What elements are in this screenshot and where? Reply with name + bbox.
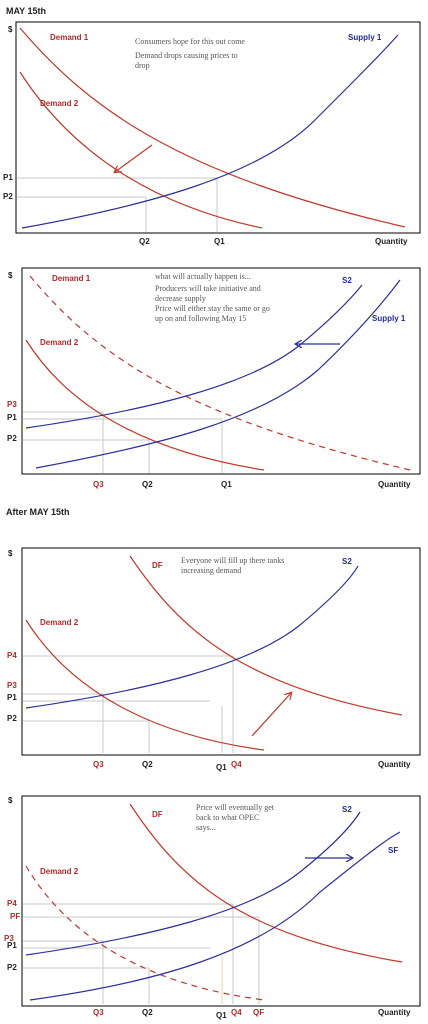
df-label: DF [152, 810, 163, 819]
qty-label-q2: Q2 [142, 760, 153, 769]
qty-label-q1: Q1 [216, 1011, 227, 1020]
price-label-p3: P3 [7, 681, 17, 690]
panel-4-note-line-3: says... [196, 823, 216, 832]
qty-label-q1: Q1 [221, 480, 232, 489]
demand-1-curve-dashed [29, 275, 411, 471]
price-label-p3: P3 [7, 400, 17, 409]
price-label-p1: P1 [7, 413, 17, 422]
demand-2-label: Demand 2 [40, 338, 79, 347]
panel-3-note-line-1: Everyone will fill up there tanks [181, 556, 284, 565]
price-label-p2: P2 [7, 434, 17, 443]
qty-label-q1: Q1 [214, 237, 225, 246]
dollar-label: $ [8, 549, 13, 558]
qty-label-q1: Q1 [216, 763, 227, 772]
supply-1-label: Supply 1 [348, 33, 382, 42]
s2-curve [25, 811, 361, 956]
panel-2: $ Demand 1 Demand 2 S2 Supply 1 what wil… [7, 267, 421, 489]
demand-1-curve [19, 27, 406, 228]
panel-3: $ DF Demand 2 S2 Everyone will fill up t… [7, 547, 421, 772]
qty-label-qf: QF [253, 1008, 264, 1017]
panel-4-note-line-1: Price will eventually get [196, 803, 275, 812]
panel-2-frame [21, 267, 421, 475]
s2-curve [25, 284, 363, 429]
heading-may-15: MAY 15th [6, 6, 46, 16]
demand-2-curve [25, 619, 265, 751]
qty-label-q3: Q3 [93, 480, 104, 489]
df-curve [129, 803, 403, 963]
qty-label-q2: Q2 [142, 1008, 153, 1017]
s2-label: S2 [342, 276, 352, 285]
price-label-p4: P4 [7, 899, 17, 908]
demand-2-curve [19, 71, 263, 229]
demand-1-label: Demand 1 [52, 274, 91, 283]
panel-2-note-line-3: decrease supply [155, 294, 206, 303]
price-label-p2: P2 [3, 192, 13, 201]
panel-2-note-line-4: Price will either stay the same or go [155, 304, 270, 313]
price-label-p1: P1 [7, 693, 17, 702]
supply-1-curve [35, 279, 401, 469]
sf-label: SF [388, 846, 398, 855]
panel-2-note-line-2: Producers will take initiative and [155, 284, 261, 293]
x-axis-label: Quantity [378, 1008, 411, 1017]
panel-1-note-line-2: Demand drops causing prices to [135, 51, 238, 60]
price-label-p1: P1 [7, 941, 17, 950]
s2-curve [25, 565, 359, 709]
dollar-label: $ [8, 25, 13, 34]
panel-2-note-line-1: what will actually happen is... [155, 272, 251, 281]
panel-3-note-line-2: increasing demand [181, 566, 241, 575]
demand-2-label: Demand 2 [40, 867, 79, 876]
panel-3-frame [21, 547, 421, 756]
s2-label: S2 [342, 805, 352, 814]
panel-1-frame [15, 21, 421, 234]
dollar-label: $ [8, 271, 13, 280]
panel-1-note-line-3: drop [135, 61, 150, 70]
demand-2-curve [25, 339, 265, 471]
panel-4-note-line-2: back to what OPEC [196, 813, 259, 822]
qty-label-q3: Q3 [93, 1008, 104, 1017]
panel-4: $ DF Demand 2 S2 SF Price will eventuall… [4, 795, 421, 1020]
df-label: DF [152, 561, 163, 570]
x-axis-label: Quantity [378, 480, 411, 489]
x-axis-label: Quantity [378, 760, 411, 769]
panel-4-frame [21, 795, 421, 1007]
x-axis-label: Quantity [375, 237, 408, 246]
qty-label-q2: Q2 [142, 480, 153, 489]
supply-1-curve [21, 34, 399, 229]
panel-2-note-line-5: up on and following May 15 [155, 314, 246, 323]
price-label-p4: P4 [7, 651, 17, 660]
demand-2-label: Demand 2 [40, 618, 79, 627]
panel-1-note-line-1: Consumers hope for this out come [135, 37, 245, 46]
demand-1-label: Demand 1 [50, 33, 89, 42]
sf-curve [29, 831, 401, 1001]
qty-label-q4: Q4 [231, 1008, 242, 1017]
price-label-p2: P2 [7, 714, 17, 723]
dollar-label: $ [8, 796, 13, 805]
df-curve [129, 555, 403, 716]
qty-label-q4: Q4 [231, 760, 242, 769]
demand-2-curve-dashed [25, 865, 265, 1001]
qty-label-q2: Q2 [139, 237, 150, 246]
supply-1-label: Supply 1 [372, 314, 406, 323]
demand-2-label: Demand 2 [40, 99, 79, 108]
demand-shift-arrow [115, 144, 153, 172]
price-label-p3: P3 [4, 934, 14, 943]
heading-after-may-15: After MAY 15th [6, 507, 70, 517]
price-label-p1: P1 [3, 173, 13, 182]
s2-label: S2 [342, 557, 352, 566]
panel-1: $ Demand 1 Demand 2 Supply 1 Consumers h… [3, 21, 421, 246]
price-label-pf: PF [10, 912, 20, 921]
qty-label-q3: Q3 [93, 760, 104, 769]
demand-increase-arrow [251, 693, 291, 737]
price-label-p2: P2 [7, 963, 17, 972]
